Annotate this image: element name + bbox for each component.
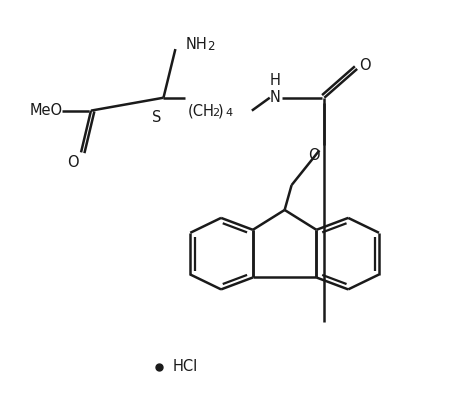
Text: 4: 4 <box>225 108 232 117</box>
Text: S: S <box>152 110 161 125</box>
Text: 2: 2 <box>212 108 219 117</box>
Text: (CH: (CH <box>187 103 214 118</box>
Text: O: O <box>359 58 371 73</box>
Text: H: H <box>269 73 280 88</box>
Text: N: N <box>269 90 280 105</box>
Text: HCl: HCl <box>173 359 198 374</box>
Text: NH: NH <box>186 36 207 51</box>
Text: ): ) <box>218 103 224 118</box>
Text: 2: 2 <box>207 40 215 53</box>
Text: O: O <box>67 155 79 170</box>
Text: MeO: MeO <box>29 103 62 118</box>
Text: O: O <box>309 148 320 163</box>
